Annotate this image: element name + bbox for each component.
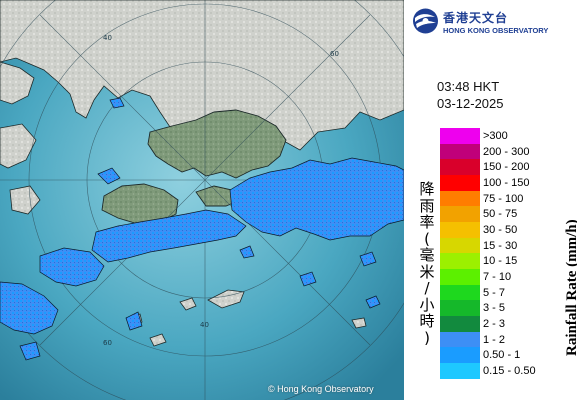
legend-row: 3 - 5 xyxy=(440,300,576,316)
legend-title-char: 雨 xyxy=(419,196,435,215)
legend-row: 200 - 300 xyxy=(440,143,576,160)
legend-color-swatch xyxy=(440,284,480,301)
legend-label: 2 - 3 xyxy=(483,317,506,330)
legend-color-swatch xyxy=(440,315,480,332)
legend-color-swatch xyxy=(440,331,480,348)
legend-title-char: 米 xyxy=(419,262,435,281)
legend-color-swatch xyxy=(440,206,480,222)
legend-label: 150 - 200 xyxy=(483,161,530,174)
range-label-nw: 40 xyxy=(103,34,112,42)
legend-color-swatch xyxy=(440,190,480,207)
legend-title-char: 率 xyxy=(419,213,435,231)
radar-map[interactable]: 40 60 40 60 © Hong Kong Observatory xyxy=(0,0,404,400)
legend-label: 0.50 - 1 xyxy=(483,349,521,362)
logo-english-name: HONG KONG OBSERVATORY xyxy=(443,26,549,35)
legend-color-swatch xyxy=(440,237,480,254)
hko-logo: 香港天文台 HONG KONG OBSERVATORY xyxy=(412,6,577,38)
legend-label: 1 - 2 xyxy=(483,333,506,346)
radar-map-canvas: 40 60 40 60 xyxy=(0,0,404,400)
legend-row: 5 - 7 xyxy=(440,284,576,301)
mainland-landmass xyxy=(0,0,404,151)
legend-row: 75 - 100 xyxy=(440,190,576,207)
legend-title-char: 時 xyxy=(419,312,435,330)
rain-echoes xyxy=(0,97,404,361)
legend-label: 5 - 7 xyxy=(483,286,506,299)
range-label-sw: 60 xyxy=(103,339,112,347)
legend-row: 15 - 30 xyxy=(440,237,576,254)
legend-color-swatch xyxy=(440,143,480,160)
west-coast-landmass xyxy=(0,61,35,105)
legend-color-swatch xyxy=(440,300,480,316)
legend-title-char: 小 xyxy=(419,295,435,314)
legend-row: 100 - 150 xyxy=(440,174,576,191)
legend-label: >300 xyxy=(483,130,508,142)
legend-row: 30 - 50 xyxy=(440,221,576,238)
rain-band-southwest xyxy=(0,281,59,335)
rain-cells-scattered xyxy=(19,97,381,361)
copyright-notice: © Hong Kong Observatory xyxy=(268,384,374,394)
legend-label: 50 - 75 xyxy=(483,208,518,221)
range-label-s: 40 xyxy=(200,321,209,329)
rain-band-west xyxy=(39,247,105,287)
legend-color-swatch xyxy=(440,268,480,285)
legend-label: 100 - 150 xyxy=(483,176,530,189)
legend-color-swatch xyxy=(440,159,480,175)
legend-row: 2 - 3 xyxy=(440,315,576,332)
info-panel: 香港天文台 HONG KONG OBSERVATORY 03:48 HKT 03… xyxy=(404,0,577,400)
legend-color-swatch xyxy=(440,253,480,269)
legend-label: 200 - 300 xyxy=(483,145,530,158)
range-label-ne: 60 xyxy=(330,50,339,58)
hko-emblem-icon xyxy=(413,8,438,34)
legend-label: 15 - 30 xyxy=(483,239,518,252)
legend-label: 30 - 50 xyxy=(483,223,518,236)
legend-row: 10 - 15 xyxy=(440,253,576,269)
legend-label: 75 - 100 xyxy=(483,192,524,205)
west-islands xyxy=(0,123,41,215)
legend-color-swatch xyxy=(440,174,480,191)
hong-kong-territory xyxy=(147,109,287,179)
legend-title-chinese: 降雨率(毫米 / 小時) xyxy=(418,181,436,346)
rain-band-east xyxy=(229,157,404,241)
legend-label: 7 - 10 xyxy=(483,270,512,283)
legend-title-char: / xyxy=(424,279,430,297)
rain-band-central xyxy=(91,209,247,263)
legend-title-char: ) xyxy=(424,328,430,347)
timestamp-time: 03:48 HKT xyxy=(437,79,500,94)
logo-chinese-name: 香港天文台 xyxy=(443,11,509,25)
legend-label: 0.15 - 0.50 xyxy=(483,364,536,377)
legend-row: 150 - 200 xyxy=(440,159,576,175)
legend-color-swatch xyxy=(440,362,480,379)
legend-color-swatch xyxy=(440,221,480,238)
legend-row: 0.50 - 1 xyxy=(440,347,576,363)
legend-label: 3 - 5 xyxy=(483,302,506,315)
legend-title-char: 降 xyxy=(419,180,435,198)
legend-row: >300 xyxy=(440,128,576,144)
legend-row: 0.15 - 0.50 xyxy=(440,362,576,379)
legend-row: 7 - 10 xyxy=(440,268,576,285)
legend-row: 1 - 2 xyxy=(440,331,576,348)
legend-color-swatch xyxy=(440,347,480,363)
legend-label: 10 - 15 xyxy=(483,255,518,268)
lantau-island xyxy=(101,183,179,225)
legend-color-swatch xyxy=(440,128,480,144)
legend-title-char: 毫 xyxy=(419,246,435,264)
legend-row: 50 - 75 xyxy=(440,206,576,222)
legend-title-char: ( xyxy=(424,229,430,248)
timestamp-date: 03-12-2025 xyxy=(437,96,504,111)
small-islands xyxy=(127,289,367,347)
